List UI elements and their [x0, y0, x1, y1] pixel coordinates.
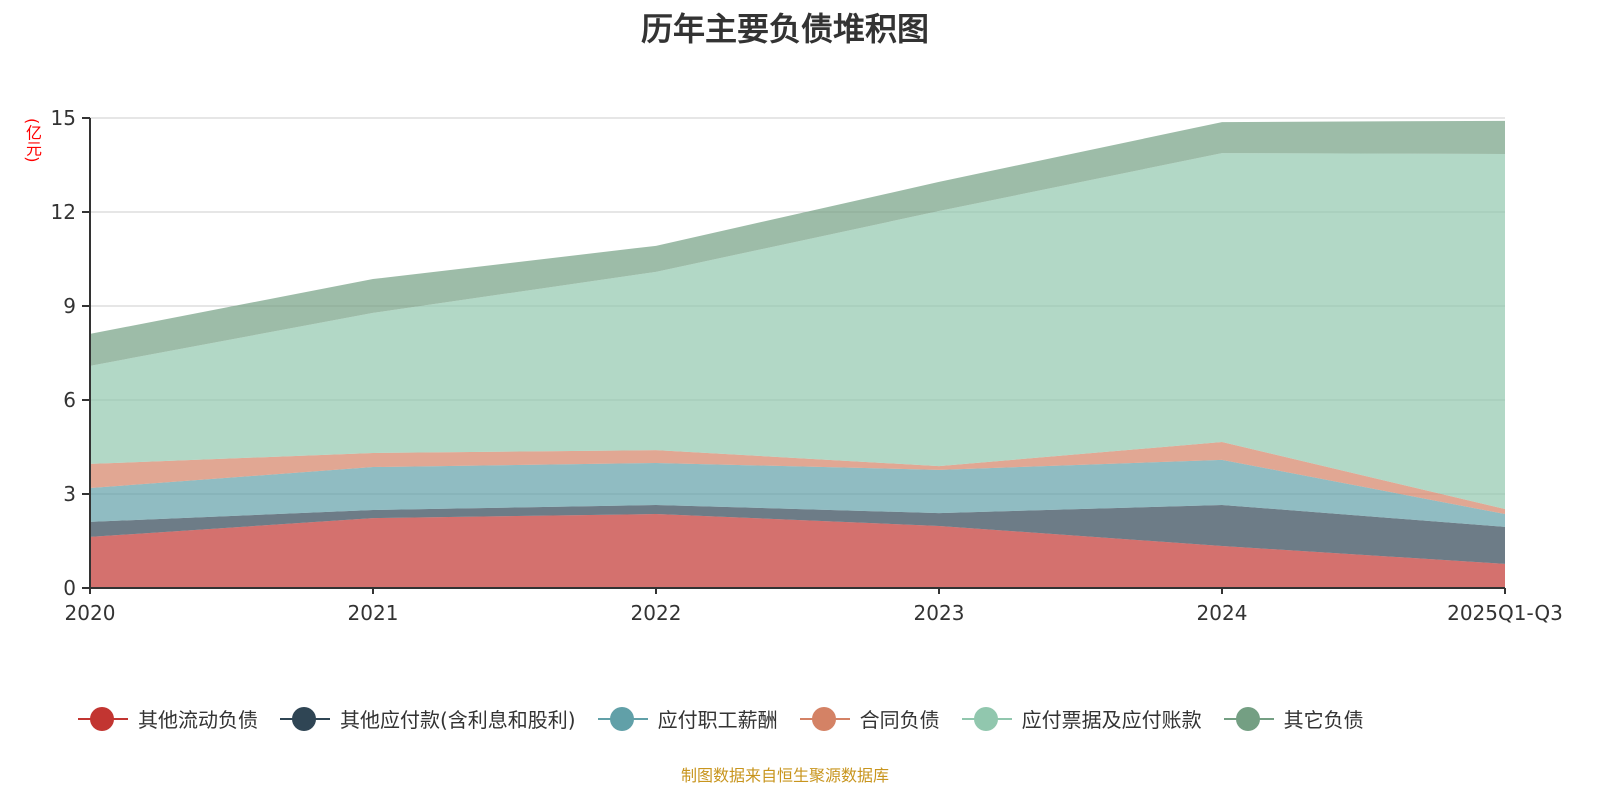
y-tick-label: 0 — [63, 576, 76, 600]
stacked-area-chart: 0 3 6 9 12 15 2020 2021 2022 2023 2024 2025Q1-Q3 — [51, 106, 1563, 625]
legend-item[interactable]: 其他流动负债 — [78, 704, 258, 733]
legend-item[interactable]: 应付票据及应付账款 — [961, 704, 1202, 733]
legend-item[interactable]: 其他应付款(含利息和股利) — [280, 704, 576, 733]
x-tick-label: 2023 — [914, 601, 965, 625]
area-series — [90, 441, 1505, 515]
y-tick-label: 6 — [63, 388, 76, 412]
legend-label: 合同负债 — [859, 708, 940, 732]
legend-marker-icon — [280, 705, 330, 733]
x-tick-label: 2020 — [65, 601, 116, 625]
area-series — [90, 153, 1505, 510]
legend-item[interactable]: 其它负债 — [1223, 704, 1364, 733]
x-tick-label: 2024 — [1197, 601, 1248, 625]
legend-item[interactable]: 应付职工薪酬 — [597, 704, 778, 733]
area-series — [90, 459, 1505, 527]
legend-marker-icon — [1223, 705, 1274, 733]
area-series — [90, 504, 1505, 564]
source-note: 制图数据来自恒生聚源数据库 — [680, 766, 889, 785]
y-tick-label: 3 — [63, 482, 76, 506]
area-series — [90, 514, 1505, 588]
legend-label: 应付职工薪酬 — [657, 708, 778, 732]
y-axis-label: (亿元) — [23, 118, 42, 163]
chart-title: 历年主要负债堆积图 — [640, 10, 929, 48]
area-series — [90, 120, 1505, 366]
y-tick-label: 15 — [51, 106, 76, 130]
legend-label: 其他应付款(含利息和股利) — [340, 708, 576, 732]
legend-label: 其它负债 — [1283, 708, 1364, 732]
legend-marker-icon — [961, 705, 1012, 733]
x-tick-label: 2022 — [631, 601, 682, 625]
legend-marker-icon — [799, 705, 850, 733]
legend-marker-icon — [597, 705, 648, 733]
y-tick-label: 12 — [51, 200, 76, 224]
legend: 其他流动负债 其他应付款(含利息和股利) 应付职工薪酬 合同负债 应付票据及应付账款 其它… — [78, 704, 1364, 733]
legend-label: 其他流动负债 — [138, 708, 258, 732]
legend-label: 应付票据及应付账款 — [1021, 708, 1202, 732]
x-tick-label: 2025Q1-Q3 — [1447, 601, 1563, 625]
legend-item[interactable]: 合同负债 — [799, 704, 940, 733]
legend-marker-icon — [78, 705, 128, 733]
y-tick-label: 9 — [63, 294, 76, 318]
x-tick-label: 2021 — [348, 601, 399, 625]
